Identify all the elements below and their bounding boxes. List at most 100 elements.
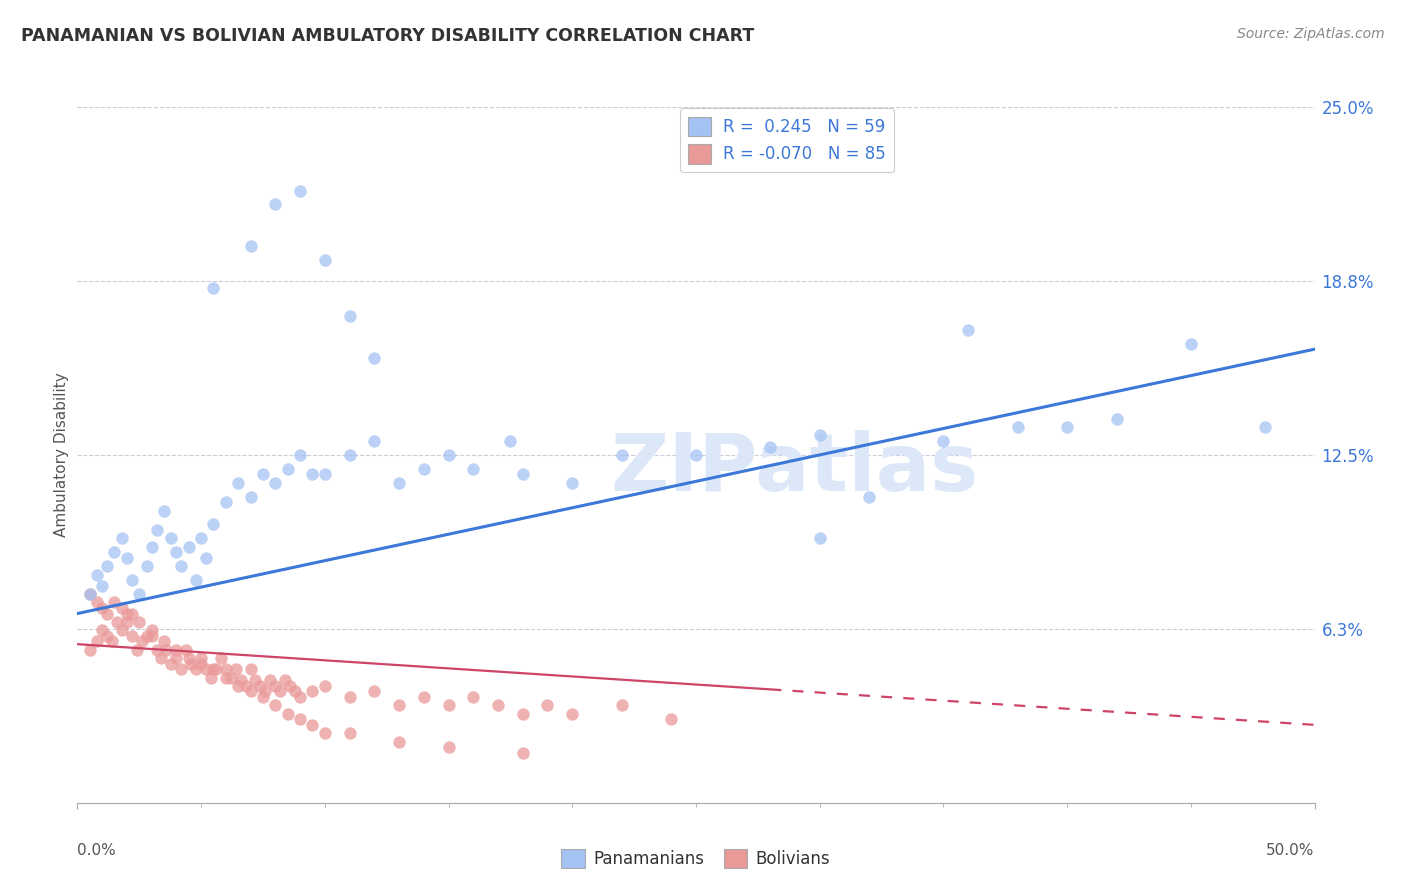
Point xyxy=(180,657,202,671)
Point xyxy=(160,532,183,546)
Point xyxy=(141,624,163,638)
Point xyxy=(91,579,114,593)
Point xyxy=(103,545,125,559)
Point xyxy=(128,615,150,629)
Point xyxy=(200,671,222,685)
Point xyxy=(277,462,299,476)
Point xyxy=(105,615,128,629)
Point xyxy=(957,323,980,337)
Point xyxy=(314,467,336,482)
Point xyxy=(195,550,218,565)
Point xyxy=(170,662,193,676)
Point xyxy=(314,679,336,693)
Point xyxy=(239,662,262,676)
Point xyxy=(79,642,101,657)
Point xyxy=(202,662,225,676)
Point xyxy=(437,448,460,462)
Point xyxy=(190,532,212,546)
Point xyxy=(610,448,633,462)
Point xyxy=(536,698,558,713)
Point xyxy=(121,629,143,643)
Point xyxy=(135,559,157,574)
Point xyxy=(339,448,361,462)
Point xyxy=(96,559,118,574)
Point xyxy=(209,651,232,665)
Point xyxy=(463,690,485,704)
Point xyxy=(239,684,262,698)
Point xyxy=(91,624,114,638)
Point xyxy=(229,673,252,688)
Point xyxy=(141,540,163,554)
Point xyxy=(339,690,361,704)
Point xyxy=(86,634,108,648)
Point xyxy=(412,690,434,704)
Point xyxy=(1105,411,1128,425)
Point xyxy=(96,629,118,643)
Y-axis label: Ambulatory Disability: Ambulatory Disability xyxy=(53,373,69,537)
Point xyxy=(561,475,583,490)
Point xyxy=(463,462,485,476)
Point xyxy=(86,567,108,582)
Point xyxy=(160,657,183,671)
Point xyxy=(128,587,150,601)
Point xyxy=(252,467,274,482)
Point xyxy=(177,651,200,665)
Point xyxy=(91,601,114,615)
Text: ZIPatlas: ZIPatlas xyxy=(610,430,979,508)
Point xyxy=(284,684,307,698)
Point xyxy=(288,184,311,198)
Point xyxy=(165,651,187,665)
Point xyxy=(301,467,323,482)
Point xyxy=(264,197,287,211)
Point xyxy=(153,634,176,648)
Text: Source: ZipAtlas.com: Source: ZipAtlas.com xyxy=(1237,27,1385,41)
Point xyxy=(131,634,153,648)
Point xyxy=(808,532,831,546)
Point xyxy=(79,587,101,601)
Point xyxy=(264,679,287,693)
Point xyxy=(150,651,173,665)
Point xyxy=(115,550,138,565)
Point xyxy=(215,671,238,685)
Point xyxy=(245,673,267,688)
Point xyxy=(278,679,301,693)
Point xyxy=(141,629,163,643)
Point xyxy=(125,642,148,657)
Point xyxy=(932,434,955,448)
Point xyxy=(239,239,262,253)
Point xyxy=(1007,420,1029,434)
Point xyxy=(165,642,187,657)
Point xyxy=(184,573,207,587)
Point xyxy=(195,662,218,676)
Point xyxy=(339,309,361,323)
Point xyxy=(190,651,212,665)
Point xyxy=(115,607,138,621)
Point xyxy=(226,475,249,490)
Point xyxy=(1180,336,1202,351)
Point xyxy=(288,690,311,704)
Point xyxy=(512,746,534,760)
Point xyxy=(235,679,257,693)
Point xyxy=(388,734,411,748)
Point xyxy=(79,587,101,601)
Point xyxy=(190,657,212,671)
Point xyxy=(264,475,287,490)
Point xyxy=(111,624,134,638)
Point xyxy=(437,698,460,713)
Point xyxy=(202,281,225,295)
Point xyxy=(254,684,277,698)
Point xyxy=(115,615,138,629)
Text: 50.0%: 50.0% xyxy=(1267,843,1315,858)
Point xyxy=(363,434,385,448)
Point xyxy=(339,726,361,740)
Point xyxy=(111,601,134,615)
Point xyxy=(103,595,125,609)
Point xyxy=(437,740,460,755)
Point xyxy=(363,684,385,698)
Point xyxy=(858,490,880,504)
Point xyxy=(274,673,297,688)
Point xyxy=(111,532,134,546)
Point xyxy=(205,662,228,676)
Point xyxy=(215,495,238,509)
Point xyxy=(239,490,262,504)
